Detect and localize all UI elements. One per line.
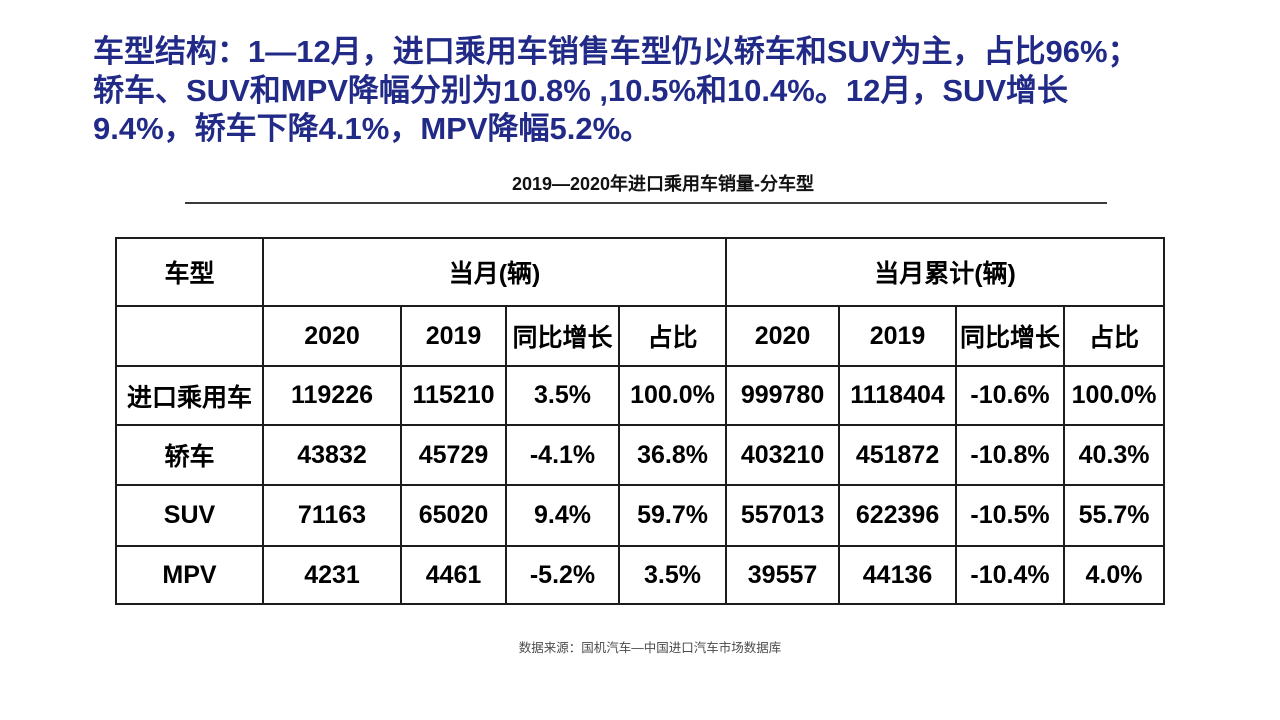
data-source-note: 数据来源：国机汽车—中国进口汽车市场数据库 — [518, 641, 782, 655]
row-label: MPV — [115, 545, 264, 605]
table-group-header-row: 车型 当月(辆) 当月累计(辆) — [115, 237, 1166, 307]
table-cell: 55.7% — [1063, 484, 1166, 547]
subheader-cell: 同比增长 — [955, 305, 1066, 367]
empty-cell — [115, 305, 264, 367]
table-cell: 40.3% — [1063, 424, 1166, 486]
table-cell: 622396 — [838, 484, 958, 547]
table-cell: 119226 — [262, 365, 402, 426]
table-cell: 4231 — [262, 545, 402, 605]
table-cell: -5.2% — [505, 545, 620, 605]
table-cell: 43832 — [262, 424, 402, 486]
table-cell: 451872 — [838, 424, 958, 486]
title-underline — [185, 202, 1107, 204]
table-cell: 3.5% — [505, 365, 620, 426]
table-cell: 59.7% — [617, 484, 728, 547]
table-cell: 65020 — [400, 484, 507, 547]
table-cell: 557013 — [725, 484, 841, 547]
table-cell: -10.6% — [955, 365, 1066, 426]
table-cell: 999780 — [725, 365, 841, 426]
table-row-total: 进口乘用车 119226 115210 3.5% 100.0% 999780 1… — [115, 365, 1166, 426]
headline-line-2: 轿车、SUV和MPV降幅分别为10.8% ,10.5%和10.4%。12月，SU… — [93, 72, 1069, 108]
headline-line-1: 车型结构：1—12月，进口乘用车销售车型仍以轿车和SUV为主，占比96%； — [93, 34, 1139, 69]
table-cell: 45729 — [400, 424, 507, 486]
table-subheader-row: 2020 2019 同比增长 占比 2020 2019 同比增长 占比 — [115, 305, 1166, 367]
subheader-cell: 同比增长 — [505, 305, 620, 367]
subheader-cell: 占比 — [1063, 305, 1166, 367]
subheader-cell: 2019 — [838, 305, 958, 367]
subheader-cell: 2020 — [262, 305, 402, 367]
table-row-suv: SUV 71163 65020 9.4% 59.7% 557013 622396… — [115, 484, 1166, 547]
row-label: 轿车 — [115, 424, 264, 486]
table-cell: 4461 — [400, 545, 507, 605]
table-cell: -4.1% — [505, 424, 620, 486]
table-cell: 403210 — [725, 424, 841, 486]
table-cell: 115210 — [400, 365, 507, 426]
table-cell: -10.8% — [955, 424, 1066, 486]
row-label: SUV — [115, 484, 264, 547]
sales-table: 车型 当月(辆) 当月累计(辆) 2020 2019 同比增长 占比 2020 … — [115, 237, 1166, 605]
table-cell: -10.5% — [955, 484, 1066, 547]
table-cell: 44136 — [838, 545, 958, 605]
table-cell: -10.4% — [955, 545, 1066, 605]
subheader-cell: 2020 — [725, 305, 841, 367]
headline-line-3: 9.4%，轿车下降4.1%，MPV降幅5.2%。 — [93, 111, 652, 146]
subheader-cell: 2019 — [400, 305, 507, 367]
table-cell: 9.4% — [505, 484, 620, 547]
table-cell: 100.0% — [617, 365, 728, 426]
subheader-cell: 占比 — [617, 305, 728, 367]
table-cell: 1118404 — [838, 365, 958, 426]
row-label: 进口乘用车 — [115, 365, 264, 426]
table-cell: 3.5% — [617, 545, 728, 605]
table-row-mpv: MPV 4231 4461 -5.2% 3.5% 39557 44136 -10… — [115, 545, 1166, 605]
group-header-cumulative: 当月累计(辆) — [725, 237, 1166, 307]
corner-header-cell: 车型 — [115, 237, 264, 307]
table-cell: 39557 — [725, 545, 841, 605]
table-title: 2019—2020年进口乘用车销量-分车型 — [511, 174, 815, 194]
table-cell: 4.0% — [1063, 545, 1166, 605]
table-cell: 36.8% — [617, 424, 728, 486]
table-cell: 71163 — [262, 484, 402, 547]
table-cell: 100.0% — [1063, 365, 1166, 426]
table-row-sedan: 轿车 43832 45729 -4.1% 36.8% 403210 451872… — [115, 424, 1166, 486]
group-header-current-month: 当月(辆) — [261, 237, 728, 307]
headline: 车型结构：1—12月，进口乘用车销售车型仍以轿车和SUV为主，占比96%； 轿车… — [93, 33, 1213, 149]
